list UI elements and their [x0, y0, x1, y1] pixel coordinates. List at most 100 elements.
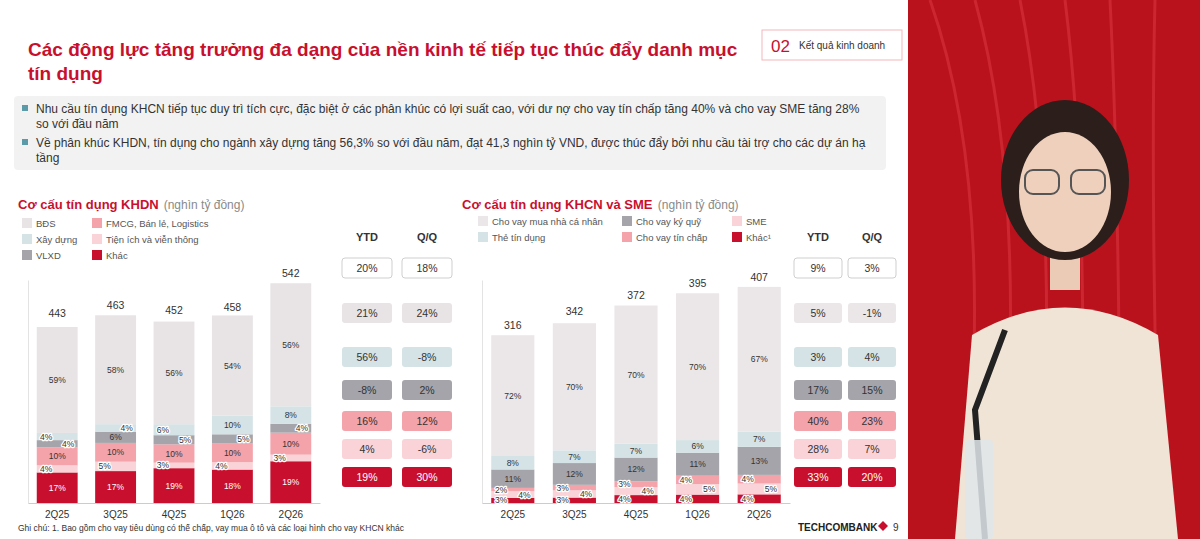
legend-swatch: [622, 232, 632, 242]
bar-segment: [738, 432, 781, 447]
x-tick: 2Q25: [501, 509, 526, 520]
legend-label: Khác: [106, 250, 128, 261]
x-axis: 2Q253Q254Q251Q262Q26: [483, 504, 791, 521]
legend-item: Xây dựng: [22, 234, 77, 245]
data-label: 7%: [753, 434, 766, 444]
legend-item: Cho vay mua nhà cá nhân: [478, 216, 603, 227]
chart-title: Cơ cấu tín dụng KHDN: [18, 197, 159, 212]
data-label: 12%: [566, 469, 583, 479]
bar-segment: [212, 416, 253, 435]
x-axis-line: [29, 503, 321, 504]
legend-swatch: [92, 234, 102, 244]
total-label: 452: [165, 304, 183, 316]
bar-stack: [212, 315, 253, 503]
table-cell-text: 30%: [416, 471, 437, 483]
table-cell-text: 23%: [861, 415, 882, 427]
table-cell: 56%: [342, 347, 392, 367]
data-label: 4%: [518, 490, 531, 500]
bar-segment: [553, 450, 596, 463]
table-header: YTD: [356, 231, 378, 243]
x-tick-label: 4Q25: [624, 509, 649, 520]
bar-segment: [270, 461, 311, 503]
bar-segment: [676, 495, 719, 503]
table-cell-box: [342, 380, 392, 400]
table-cell-box: [342, 439, 392, 459]
legend-label: Khác¹: [746, 232, 771, 243]
table-header: Q/Q: [417, 231, 438, 243]
table-cell: 4%: [848, 347, 896, 367]
legend-swatch: [92, 218, 102, 228]
data-label: 58%: [107, 365, 124, 375]
table-cell-box: [402, 258, 452, 278]
bar-stack: [37, 327, 78, 503]
table-cell: 23%: [848, 411, 896, 431]
table-cell-box: [794, 439, 842, 459]
data-label: 4%: [680, 475, 693, 485]
data-label: 10%: [224, 448, 241, 458]
photo-background: [908, 0, 1200, 539]
x-tick: 3Q25: [103, 509, 128, 520]
table-cell-box: [794, 258, 842, 278]
table-cell: -6%: [402, 439, 452, 459]
bar-segment: [676, 293, 719, 440]
table-cell: 12%: [402, 411, 452, 431]
table-cell-box: [342, 258, 392, 278]
data-label: 3%: [557, 483, 570, 493]
data-label: 4%: [680, 494, 693, 504]
table-cell-box: [342, 347, 392, 367]
data-label: 10%: [107, 447, 124, 457]
table-cell-text: 18%: [416, 262, 437, 274]
data-label: 67%: [751, 354, 768, 364]
legend-label: Xây dựng: [36, 234, 77, 245]
data-label: 11%: [505, 474, 522, 484]
bar-segment: [95, 443, 136, 462]
data-label: 4%: [296, 423, 309, 433]
total-label: 395: [689, 277, 707, 289]
total-label: 342: [566, 305, 584, 317]
data-label: 18%: [224, 481, 241, 491]
data-label: 4%: [62, 439, 75, 449]
data-label: 5%: [98, 461, 111, 471]
table-cell-box: [794, 303, 842, 323]
data-label: 7%: [568, 452, 581, 462]
footnote: Ghi chú: 1. Bao gồm cho vay tiêu dùng có…: [18, 523, 405, 533]
table-cell-box: [848, 467, 896, 487]
table-cell-text: 28%: [807, 443, 828, 455]
data-label: 10%: [165, 449, 182, 459]
bar-segment: [37, 327, 78, 433]
table-cell: 18%: [402, 258, 452, 278]
data-label: 3%: [618, 479, 631, 489]
background: [0, 0, 1200, 539]
section-box: [762, 30, 902, 60]
bar-segment: [95, 432, 136, 443]
x-tick-label: 3Q25: [562, 509, 587, 520]
x-tick: 2Q26: [279, 509, 304, 520]
legend-label: Cho vay tín chấp: [636, 232, 707, 243]
table-cell: 20%: [342, 258, 392, 278]
data-label: 4%: [40, 432, 53, 442]
table-cell-text: 21%: [356, 307, 377, 319]
bar-segment: [212, 444, 253, 463]
legend-swatch: [732, 232, 742, 242]
y-axis-line: [482, 281, 483, 504]
table-cell-text: 7%: [864, 443, 879, 455]
table-cell: 30%: [402, 467, 452, 487]
table-cell-box: [402, 439, 452, 459]
bar-segment: [154, 424, 195, 435]
bar-segment: [676, 453, 719, 476]
bar-segment: [154, 468, 195, 503]
data-label: 19%: [165, 481, 182, 491]
page-number: 9: [893, 522, 899, 533]
x-tick: 4Q25: [624, 509, 649, 520]
table-cell-text: 19%: [356, 471, 377, 483]
data-label: 17%: [49, 483, 66, 493]
legend-item: Tiện ích và viễn thông: [92, 234, 199, 245]
data-label: 6%: [691, 441, 704, 451]
data-label: 70%: [689, 362, 706, 372]
table-cell-text: 56%: [356, 351, 377, 363]
data-label: 4%: [580, 489, 593, 499]
table-cell: 20%: [848, 467, 896, 487]
table-cell-text: 20%: [356, 262, 377, 274]
table-cell-box: [848, 411, 896, 431]
bar-segment: [738, 287, 781, 432]
